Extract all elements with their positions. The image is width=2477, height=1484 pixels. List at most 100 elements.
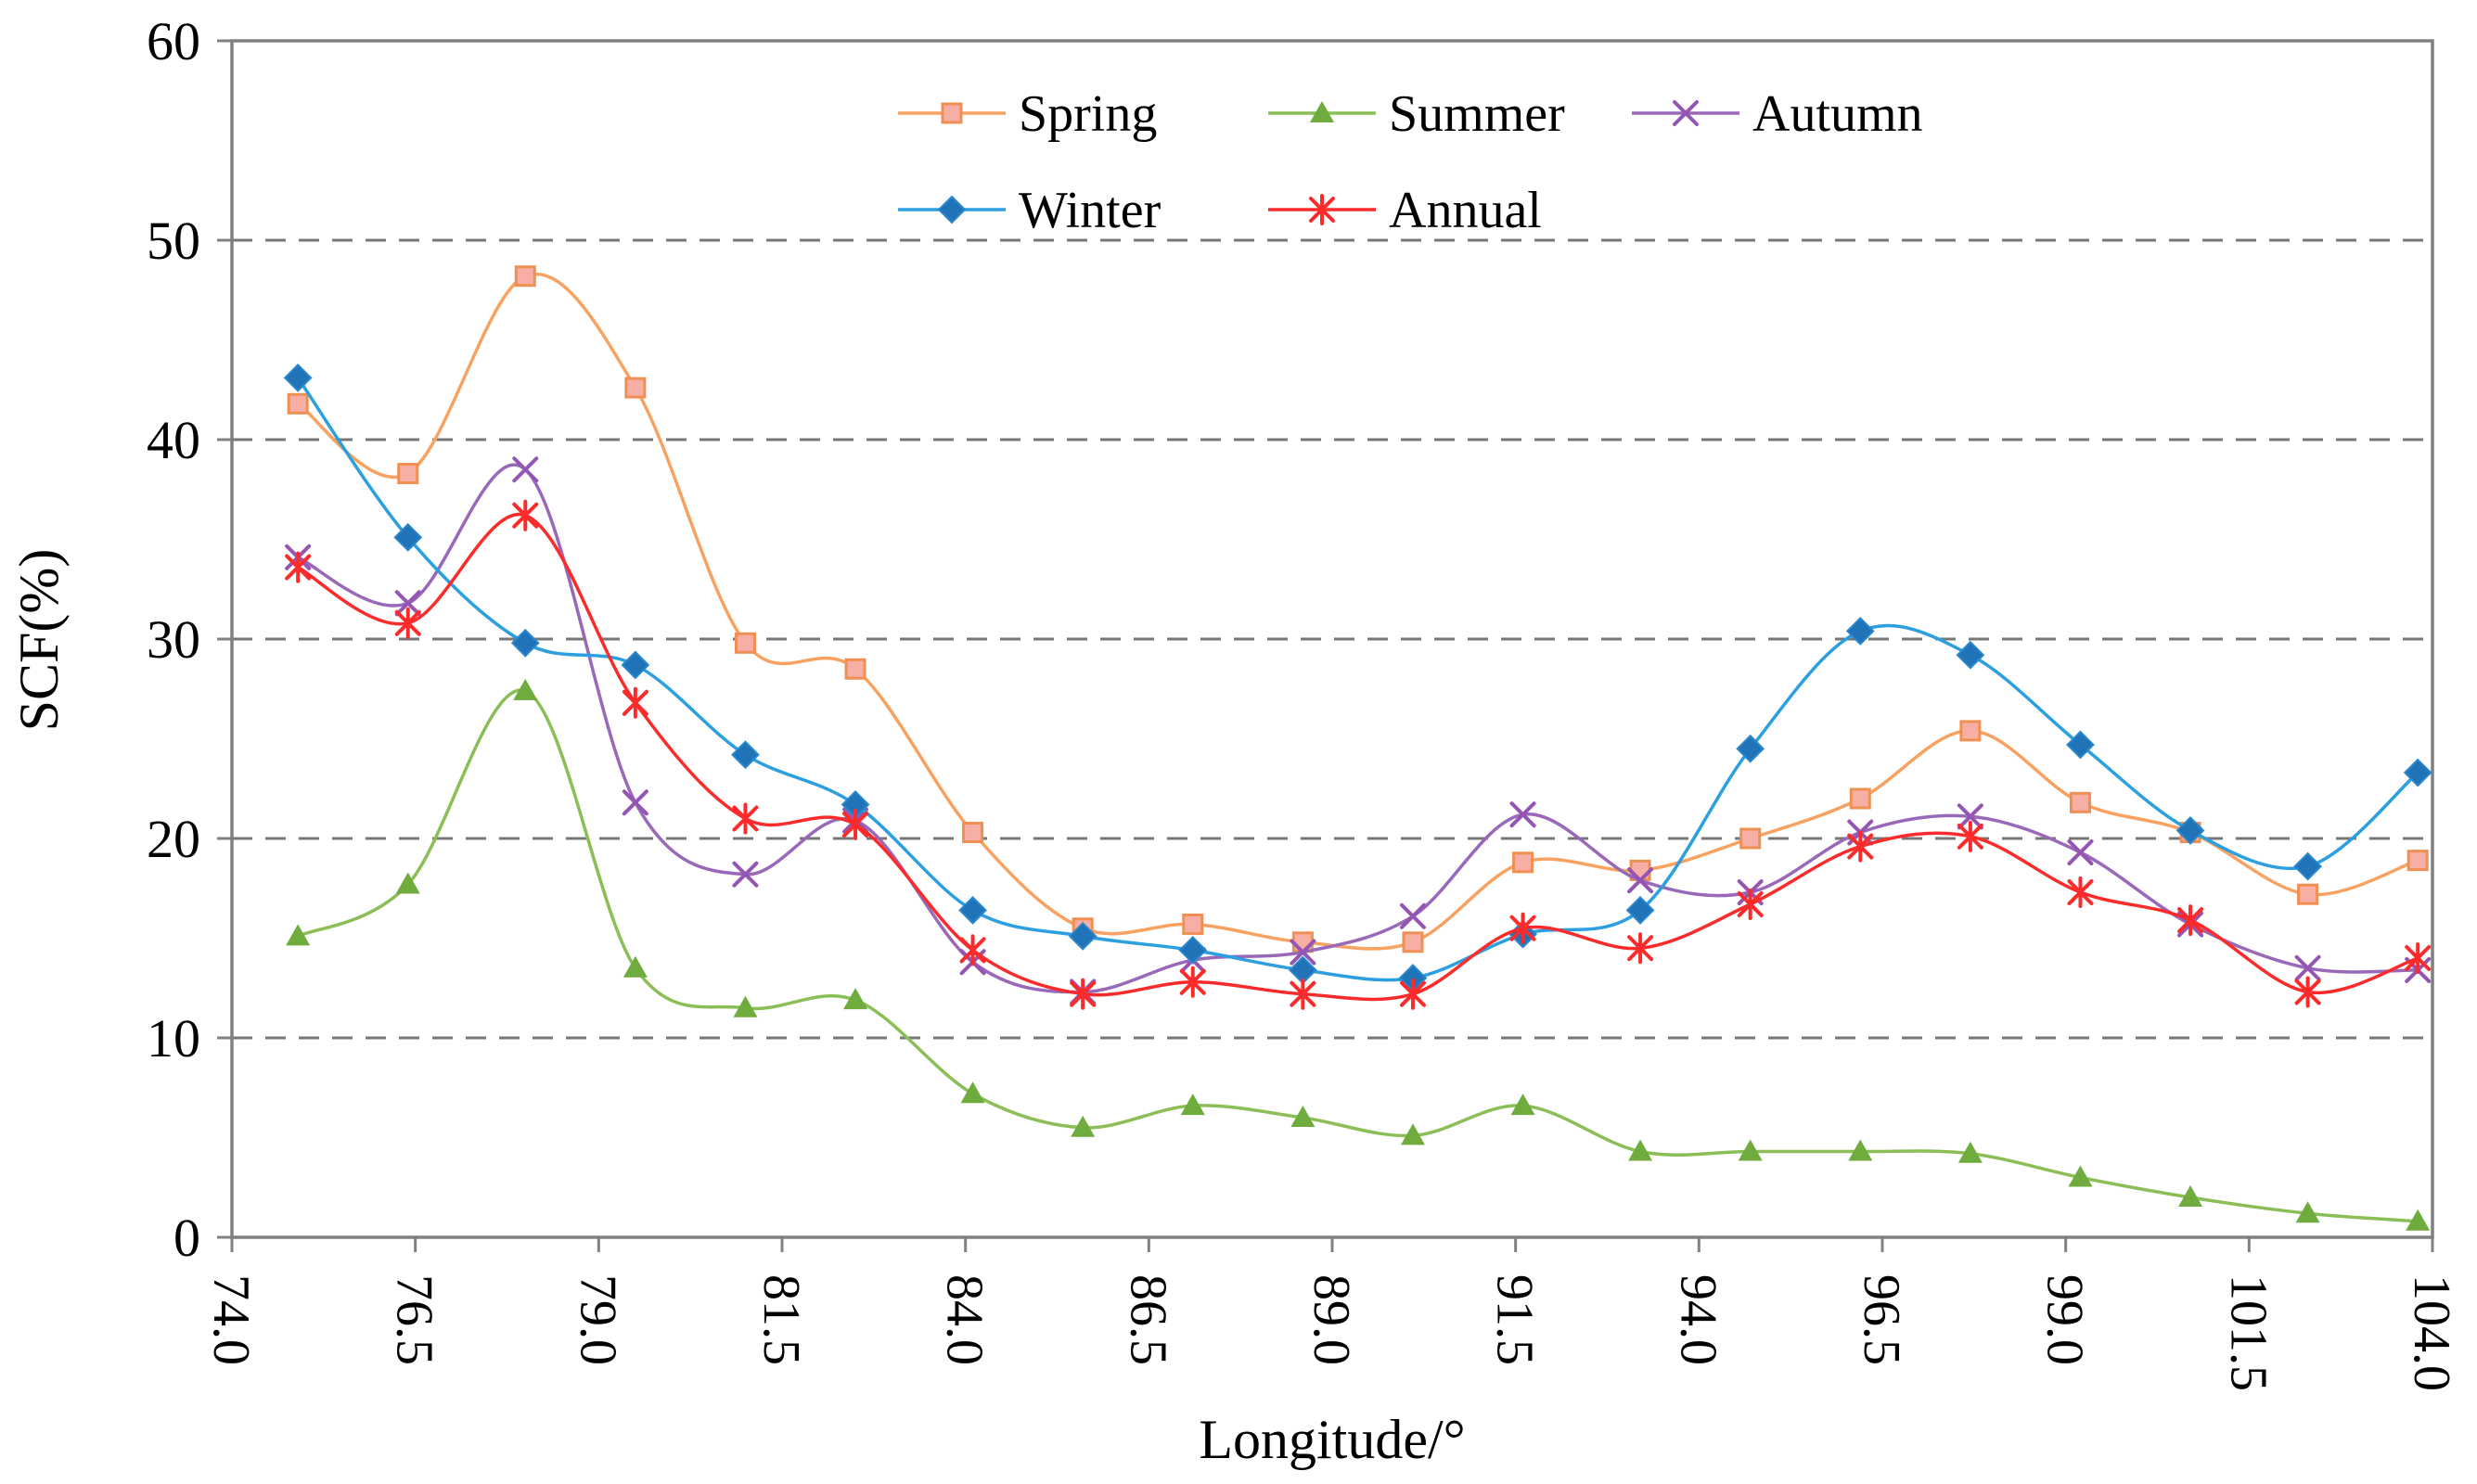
x-tick-label: 91.5	[1486, 1274, 1544, 1365]
marker-diamond	[621, 650, 650, 680]
marker-triangle	[1400, 1123, 1425, 1145]
marker-triangle	[2178, 1185, 2203, 1207]
legend-item-summer: Summer	[1268, 85, 1565, 143]
marker-triangle	[2295, 1201, 2320, 1223]
x-tick-label: 96.5	[1853, 1274, 1910, 1365]
marker-triangle	[1957, 1141, 1983, 1163]
legend-label: Summer	[1389, 85, 1565, 143]
x-tick-label: 79.0	[569, 1274, 626, 1365]
marker-diamond	[937, 195, 967, 224]
marker-diamond	[731, 740, 760, 770]
gridlines	[232, 238, 2432, 1040]
marker-triangle	[395, 872, 420, 894]
marker-asterisk	[622, 686, 648, 719]
x-tick-label: 86.5	[1119, 1274, 1176, 1365]
x-tick-label: 89.0	[1303, 1274, 1360, 1365]
series-line-spring	[296, 272, 2419, 951]
marker-triangle	[1628, 1139, 1653, 1161]
marker-triangle	[960, 1081, 985, 1104]
marker-square	[1849, 787, 1871, 810]
marker-square	[1739, 827, 1762, 850]
marker-square	[941, 102, 963, 124]
marker-asterisk	[285, 551, 312, 583]
axis-ticks	[217, 39, 2434, 1252]
series-summer	[286, 678, 2431, 1231]
marker-x	[2067, 839, 2094, 866]
x-axis-title: Longitude/°	[1199, 1409, 1465, 1470]
marker-triangle	[1510, 1094, 1535, 1116]
series-line-annual	[296, 512, 2419, 1002]
y-tick-label: 40	[147, 410, 200, 470]
marker-triangle	[286, 924, 311, 946]
marker-diamond	[283, 363, 313, 392]
y-tick-label: 30	[147, 609, 200, 670]
x-tick-label: 76.5	[386, 1274, 443, 1365]
marker-x	[512, 456, 539, 483]
y-tick-label: 60	[147, 11, 200, 71]
marker-triangle	[2406, 1209, 2431, 1231]
y-tick-label: 0	[173, 1208, 200, 1268]
marker-asterisk	[1509, 912, 1536, 944]
y-tick-label: 20	[147, 809, 200, 869]
marker-square	[1512, 851, 1534, 874]
marker-x	[1627, 867, 1654, 894]
marker-asterisk	[1070, 978, 1097, 1010]
marker-x	[1399, 902, 1426, 929]
marker-asterisk	[842, 808, 869, 840]
marker-asterisk	[1957, 820, 1983, 852]
marker-square	[514, 265, 536, 288]
x-tick-label: 81.5	[752, 1274, 810, 1365]
marker-diamond	[958, 895, 987, 925]
x-tick-label: 84.0	[936, 1274, 994, 1365]
x-tick-label: 101.5	[2219, 1274, 2277, 1391]
marker-diamond	[1625, 895, 1655, 925]
marker-asterisk	[2177, 904, 2204, 937]
legend-item-spring: Spring	[898, 85, 1157, 143]
marker-asterisk	[732, 802, 759, 835]
marker-square	[1291, 931, 1314, 953]
marker-square	[2297, 883, 2319, 905]
x-tick-labels: 74.0 76.5 79.0 81.5 84.0 86.5 89.0 91.5 94.0 96.5…	[202, 1274, 2460, 1391]
marker-asterisk	[1309, 194, 1335, 225]
y-tick-label: 50	[147, 211, 200, 271]
marker-triangle	[1180, 1094, 1205, 1116]
marker-x	[1957, 803, 1983, 830]
marker-square	[734, 632, 756, 654]
series-annual	[285, 499, 2432, 1010]
marker-triangle	[1310, 101, 1334, 122]
legend: Spring Summer Autumn Winter Annual	[898, 85, 1923, 239]
marker-triangle	[1290, 1106, 1316, 1127]
marker-square	[624, 377, 647, 399]
marker-square	[287, 392, 309, 415]
series-winter	[283, 363, 2432, 992]
legend-item-annual: Annual	[1268, 182, 1542, 239]
marker-diamond	[1845, 616, 1875, 646]
marker-asterisk	[1399, 978, 1426, 1010]
marker-triangle	[2068, 1165, 2093, 1187]
series-autumn	[285, 456, 2432, 1005]
marker-triangle	[622, 955, 648, 978]
series-lines	[283, 265, 2432, 1231]
y-tick-label: 10	[147, 1008, 200, 1068]
marker-diamond	[1178, 935, 1208, 965]
legend-label: Autumn	[1752, 85, 1923, 143]
series-spring	[287, 265, 2429, 953]
legend-label: Annual	[1389, 182, 1542, 239]
marker-x	[1673, 100, 1699, 126]
marker-x	[2294, 954, 2321, 981]
y-axis-title: SCF(%)	[8, 549, 70, 732]
marker-asterisk	[394, 607, 421, 639]
series-line-winter	[296, 376, 2419, 982]
marker-square	[1959, 720, 1982, 742]
marker-diamond	[2066, 730, 2095, 760]
marker-triangle	[1848, 1139, 1873, 1161]
marker-asterisk	[512, 499, 539, 531]
x-tick-label: 104.0	[2403, 1274, 2460, 1391]
series-line-autumn	[296, 463, 2419, 994]
marker-asterisk	[2294, 976, 2321, 1008]
legend-label: Winter	[1019, 182, 1161, 239]
marker-triangle	[1071, 1115, 1096, 1137]
marker-diamond	[2403, 758, 2432, 787]
